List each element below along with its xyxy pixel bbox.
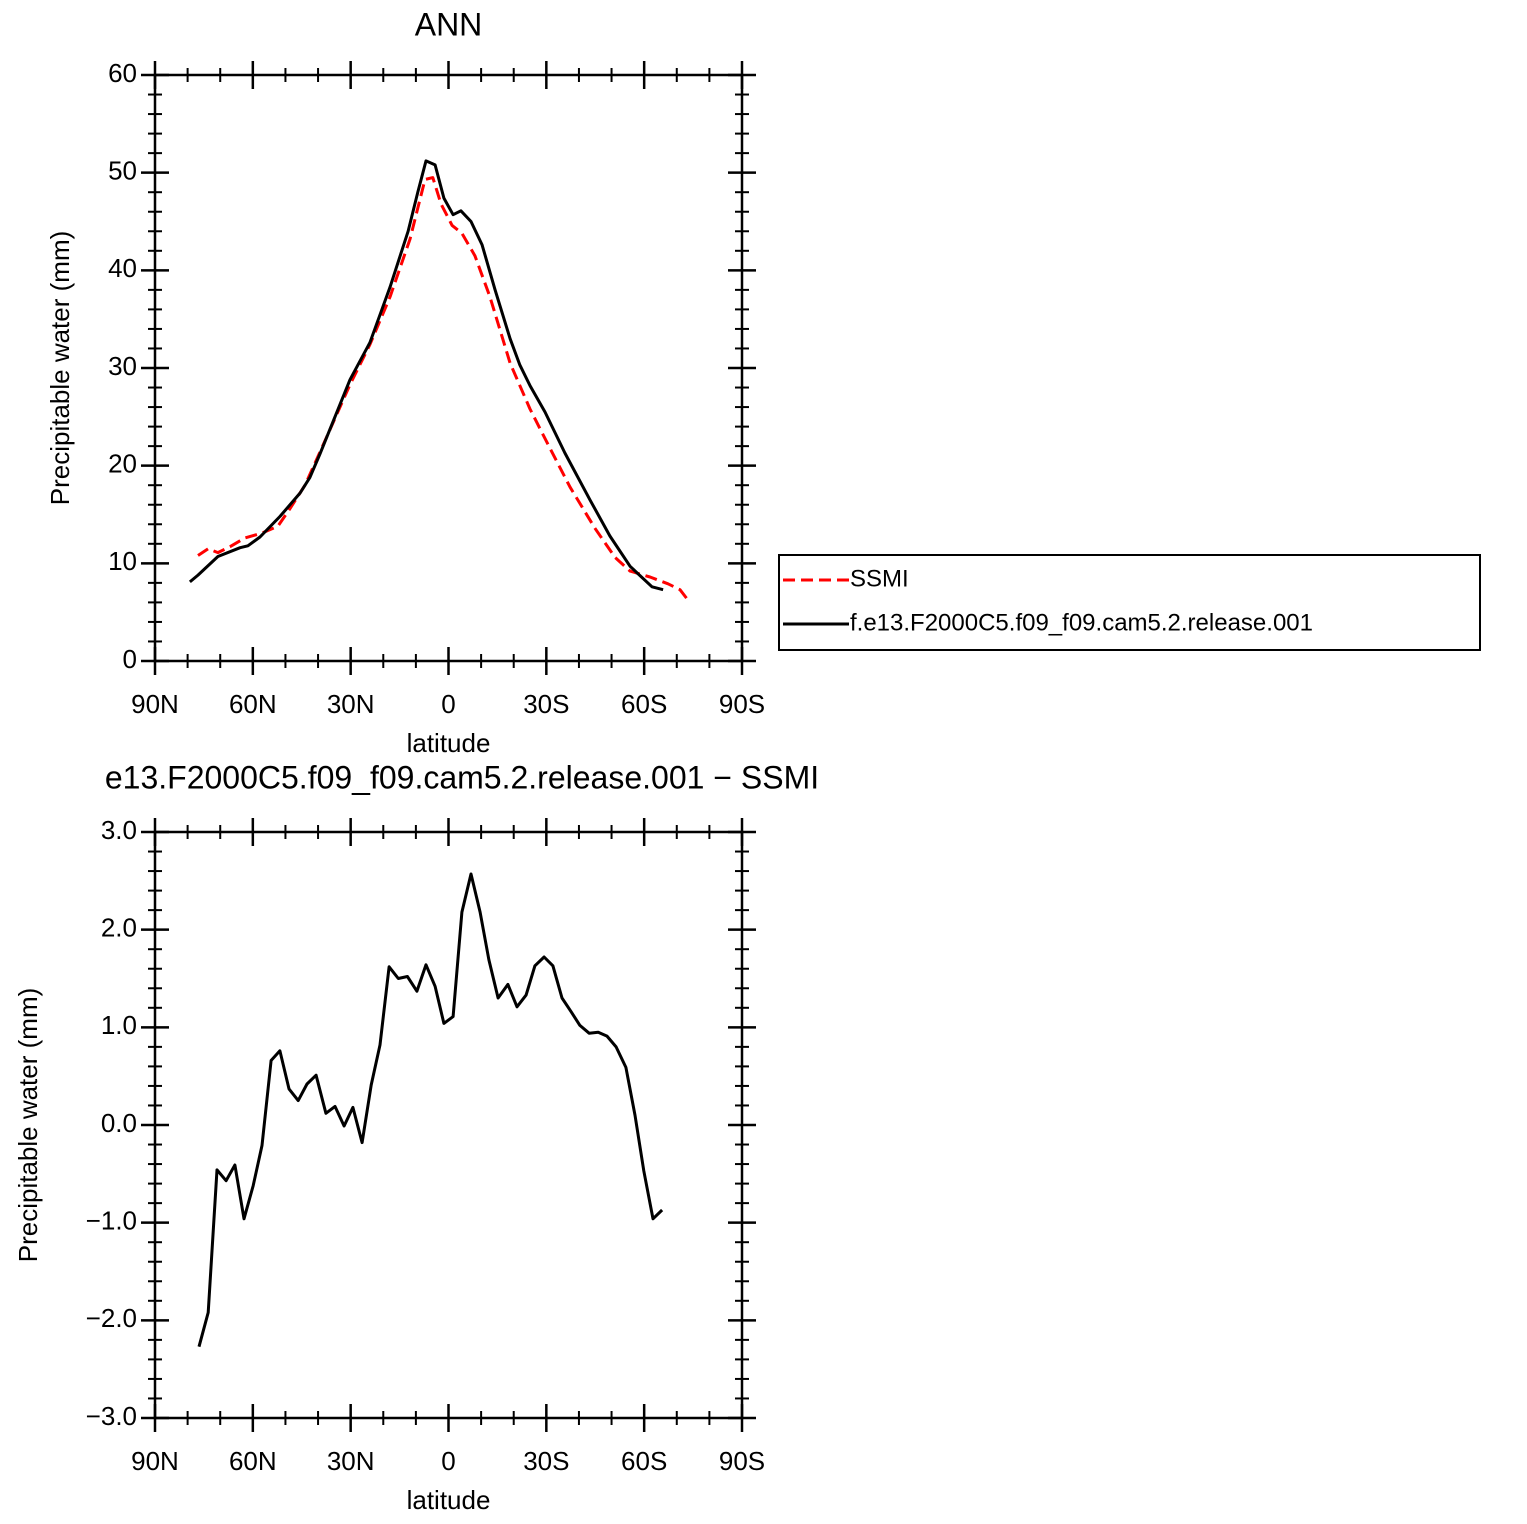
y-tick-label: 0 [123,644,137,674]
chart-title: ANN [415,6,483,42]
x-axis-title: latitude [407,1485,491,1515]
x-axis-title: latitude [407,728,491,758]
y-axis-title: Precipitable water (mm) [45,231,75,506]
y-tick-label: 0.0 [101,1108,137,1138]
y-axis-title: Precipitable water (mm) [13,988,43,1263]
x-tick-label: 0 [441,1446,455,1476]
x-tick-label: 90S [719,1446,765,1476]
y-tick-label: 2.0 [101,913,137,943]
y-tick-label: 50 [108,156,137,186]
legend-label: f.e13.F2000C5.f09_f09.cam5.2.release.001 [850,609,1313,636]
y-tick-label: −1.0 [86,1206,137,1236]
x-tick-label: 60S [621,689,667,719]
y-tick-label: 30 [108,351,137,381]
x-tick-label: 30N [327,1446,375,1476]
y-tick-label: 3.0 [101,815,137,845]
chart-title: e13.F2000C5.f09_f09.cam5.2.release.001 −… [105,759,819,795]
x-tick-label: 90N [131,689,179,719]
x-tick-label: 30S [523,1446,569,1476]
x-tick-label: 90N [131,1446,179,1476]
y-tick-label: 20 [108,449,137,479]
y-tick-label: 60 [108,58,137,88]
x-tick-label: 60N [229,1446,277,1476]
data-line [188,159,664,592]
legend-label: SSMI [850,565,909,592]
y-tick-label: 40 [108,253,137,283]
y-tick-label: −3.0 [86,1401,137,1431]
y-tick-label: 1.0 [101,1010,137,1040]
y-tick-label: 10 [108,546,137,576]
x-tick-label: 30S [523,689,569,719]
y-tick-label: −2.0 [86,1303,137,1333]
x-tick-label: 0 [441,689,455,719]
legend-box [778,554,1481,651]
data-line [197,872,664,1348]
x-tick-label: 60S [621,1446,667,1476]
x-tick-label: 60N [229,689,277,719]
x-tick-label: 90S [719,689,765,719]
x-tick-label: 30N [327,689,375,719]
